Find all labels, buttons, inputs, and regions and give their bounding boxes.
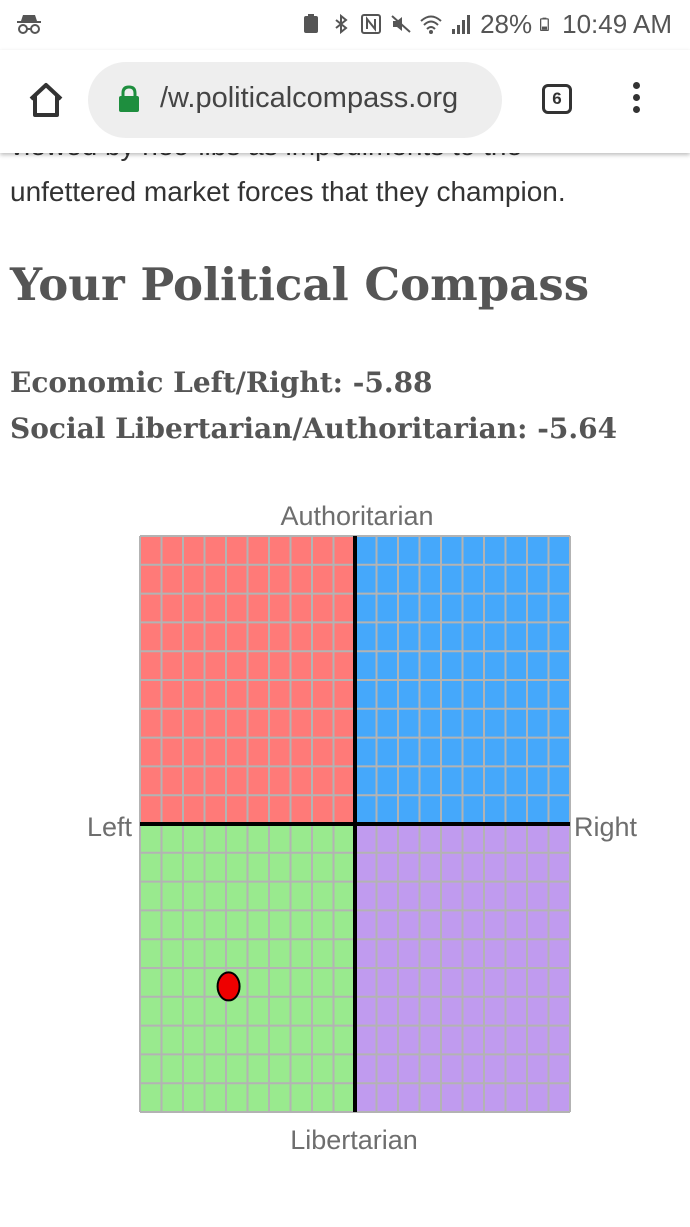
wifi-icon	[420, 15, 442, 34]
url-text[interactable]: /w.politicalcompass.org	[160, 82, 459, 114]
browser-toolbar: /w.politicalcompass.org 6	[0, 50, 690, 153]
address-bar[interactable]: /w.politicalcompass.org	[88, 62, 502, 138]
lock-icon	[119, 85, 139, 112]
economic-score: Economic Left/Right: -5.88	[10, 366, 433, 399]
nfc-icon	[361, 14, 382, 34]
signal-icon	[452, 15, 471, 34]
status-bar: 28% 10:49 AM	[0, 0, 690, 50]
position-marker	[216, 971, 241, 1002]
battery-percentage: 28%	[480, 8, 533, 39]
label-authoritarian: Authoritarian	[280, 501, 433, 531]
incognito-icon	[17, 15, 41, 34]
social-score: Social Libertarian/Authoritarian: -5.64	[10, 412, 618, 445]
tab-switcher-button[interactable]: 6	[542, 84, 572, 114]
political-compass-chart: Authoritarian Libertarian Left Right	[87, 501, 638, 1155]
status-icons: 28% 10:49 AM	[300, 9, 672, 39]
label-libertarian: Libertarian	[290, 1125, 418, 1155]
mute-icon	[391, 15, 411, 33]
nfc-battery-icon	[304, 14, 319, 33]
label-left: Left	[87, 812, 133, 842]
page-title: Your Political Compass	[10, 258, 590, 311]
intro-text: unfettered market forces that they champ…	[10, 176, 566, 207]
battery-icon	[540, 17, 550, 31]
label-right: Right	[574, 812, 638, 842]
bluetooth-icon	[335, 13, 348, 35]
clock: 10:49 AM	[562, 8, 672, 39]
overflow-menu-icon[interactable]	[624, 82, 648, 118]
home-icon[interactable]	[26, 80, 66, 120]
